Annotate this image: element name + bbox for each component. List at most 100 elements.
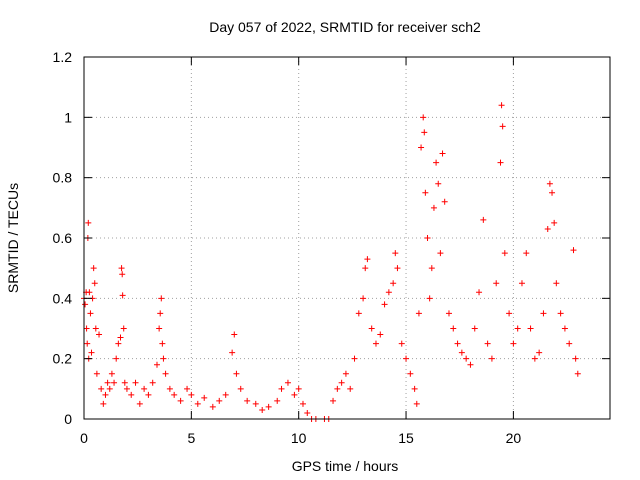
chart-title: Day 057 of 2022, SRMTID for receiver sch…: [209, 19, 481, 35]
data-point: [330, 397, 337, 404]
data-point: [244, 397, 251, 404]
data-point: [252, 400, 259, 407]
data-point: [102, 391, 109, 398]
data-point: [201, 394, 208, 401]
data-point: [90, 265, 97, 272]
data-point: [546, 180, 553, 187]
data-point: [91, 280, 98, 287]
data-point: [420, 114, 427, 121]
y-tick-label: 0.6: [53, 230, 73, 246]
data-point: [471, 325, 478, 332]
data-point: [424, 235, 431, 241]
data-points: [81, 102, 581, 422]
data-point: [450, 325, 457, 332]
data-point: [351, 355, 358, 362]
data-point: [299, 400, 306, 407]
data-point: [484, 340, 491, 347]
data-point: [229, 349, 236, 356]
data-point: [426, 295, 433, 302]
x-tick-label: 15: [398, 430, 414, 446]
data-point: [458, 349, 465, 356]
data-point: [523, 250, 530, 257]
data-point: [421, 129, 428, 136]
data-point: [119, 271, 126, 278]
data-point: [265, 403, 272, 410]
data-point: [156, 325, 163, 332]
data-point: [177, 397, 184, 404]
data-point: [377, 331, 384, 338]
data-point: [98, 385, 105, 392]
data-point: [159, 340, 166, 347]
data-point: [115, 340, 122, 347]
data-point: [184, 385, 191, 392]
data-point: [106, 385, 113, 392]
data-point: [85, 219, 92, 226]
data-point: [87, 310, 94, 317]
data-point: [153, 361, 160, 368]
data-point: [518, 280, 525, 287]
data-point: [188, 391, 195, 398]
data-point: [141, 385, 148, 392]
data-point: [157, 310, 164, 317]
data-point: [136, 400, 143, 407]
data-point: [233, 370, 240, 377]
x-tick-label: 5: [187, 430, 195, 446]
data-point: [209, 403, 216, 410]
data-point: [527, 325, 534, 332]
data-point: [295, 385, 302, 392]
data-point: [418, 144, 425, 151]
data-point: [92, 325, 99, 332]
data-point: [84, 340, 91, 347]
data-point: [342, 370, 349, 377]
data-point: [514, 325, 521, 332]
data-point: [259, 406, 266, 413]
data-point: [488, 355, 495, 362]
axis-ticks: [83, 56, 610, 420]
data-point: [108, 370, 115, 377]
y-tick-label: 0: [64, 411, 72, 427]
data-point: [398, 340, 405, 347]
data-point: [119, 292, 126, 299]
data-point: [497, 159, 504, 166]
data-point: [334, 385, 341, 392]
data-point: [553, 280, 560, 287]
data-point: [413, 400, 420, 407]
data-point: [439, 150, 446, 157]
data-point: [231, 331, 238, 338]
data-point: [123, 385, 130, 392]
data-point: [561, 325, 568, 332]
data-point: [304, 409, 311, 416]
data-point: [493, 280, 500, 287]
data-point: [160, 355, 167, 362]
data-point: [411, 385, 418, 392]
data-point: [536, 349, 543, 356]
data-point: [132, 379, 139, 386]
data-point: [117, 334, 124, 341]
data-point: [390, 280, 397, 287]
data-point: [158, 295, 165, 302]
data-point: [120, 325, 127, 332]
x-tick-label: 10: [291, 430, 307, 446]
data-point: [355, 310, 362, 317]
data-point: [454, 340, 461, 347]
data-point: [570, 247, 577, 254]
data-point: [381, 301, 388, 308]
y-tick-label: 0.4: [53, 290, 73, 306]
data-point: [83, 325, 90, 332]
data-point: [467, 361, 474, 368]
data-point: [278, 385, 285, 392]
data-point: [291, 391, 298, 398]
y-tick-label: 0.2: [53, 351, 73, 367]
x-tick-labels: 0 5 10 15 20: [80, 430, 521, 446]
data-point: [480, 216, 487, 223]
data-point: [96, 331, 103, 338]
data-point: [111, 379, 118, 386]
data-point: [338, 379, 345, 386]
data-point: [237, 385, 244, 392]
data-point: [166, 385, 173, 392]
data-point: [100, 400, 107, 407]
y-tick-labels: 0 0.2 0.4 0.6 0.8 1 1.2: [53, 49, 73, 427]
data-point: [128, 391, 135, 398]
y-tick-label: 1.2: [53, 49, 73, 65]
